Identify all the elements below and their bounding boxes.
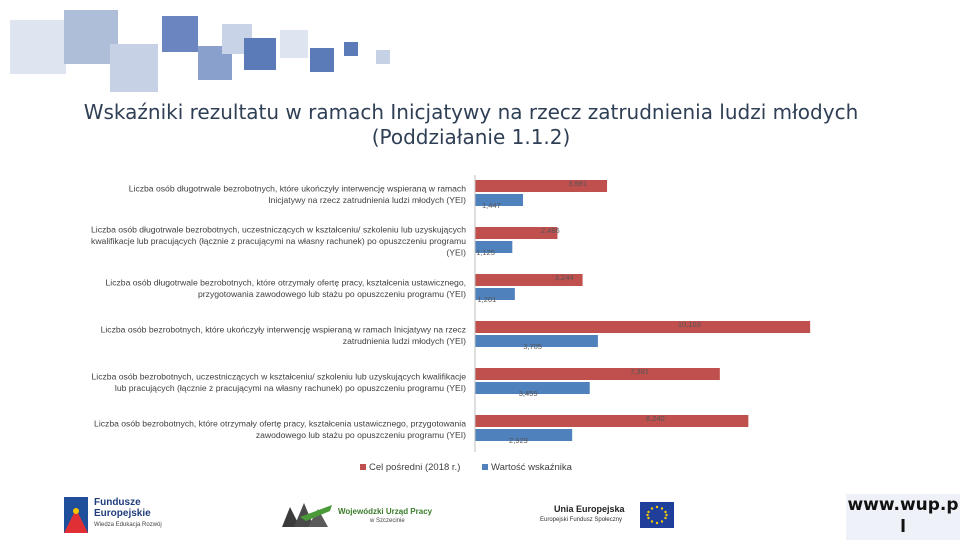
fe-line-1: Fundusze — [94, 497, 141, 508]
data-label: 2,486 — [541, 226, 560, 235]
ue-line-2: Europejski Fundusz Społeczny — [540, 517, 623, 523]
wup-line-2: w Szczecinie — [370, 518, 405, 524]
decorative-square — [376, 50, 390, 64]
decorative-square — [10, 20, 66, 74]
data-label: 3,244 — [555, 273, 574, 282]
category-label: Liczba osób długotrwale bezrobotnych, kt… — [106, 277, 466, 287]
website-line-1: www.wup.p — [847, 495, 959, 515]
category-label: lub pracujących (łącznie z pracującymi n… — [115, 383, 466, 393]
fe-mark-icon — [64, 497, 88, 533]
category-label: Liczba osób bezrobotnych, uczestniczącyc… — [92, 371, 467, 381]
legend-label: Wartość wskaźnika — [491, 462, 573, 473]
data-label: 1,447 — [482, 201, 501, 210]
value-bar — [475, 335, 598, 347]
wup-mark-icon — [282, 503, 332, 527]
eu-flag-icon — [640, 502, 674, 528]
data-label: 1,201 — [478, 295, 497, 304]
target-bar — [475, 415, 749, 427]
category-label: (YEI) — [446, 248, 466, 258]
target-bar — [475, 368, 720, 380]
value-bar — [475, 288, 515, 300]
decorative-square — [64, 10, 118, 64]
value-bar — [475, 382, 590, 394]
category-label: zatrudnienia ludzi młodych (YEI) — [343, 336, 466, 346]
decorative-square — [244, 38, 276, 70]
target-bar — [475, 227, 558, 239]
legend-swatch — [482, 464, 488, 470]
value-bar — [475, 429, 573, 441]
data-label: 8,240 — [646, 414, 665, 423]
category-label: Liczba osób bezrobotnych, które ukończył… — [101, 324, 466, 334]
ue-line-1: Unia Europejska — [554, 504, 625, 514]
target-bar — [475, 180, 608, 192]
target-bar — [475, 274, 583, 286]
data-label: 10,103 — [678, 320, 701, 329]
data-label: 7,381 — [630, 367, 649, 376]
data-label: 2,929 — [509, 436, 528, 445]
data-label: 3,459 — [519, 389, 538, 398]
value-bar — [475, 241, 513, 253]
legend-label: Cel pośredni (2018 r.) — [369, 462, 460, 473]
decorative-square — [344, 42, 358, 56]
website-link[interactable]: www.wup.p l — [846, 494, 960, 540]
fe-line-2: Europejskie — [94, 508, 151, 519]
page-title: Wskaźniki rezultatu w ramach Inicjatywy … — [60, 100, 882, 150]
category-label: Liczba osób długotrwale bezrobotnych, uc… — [91, 225, 466, 235]
decorative-square — [310, 48, 334, 72]
category-label: przygotowania zawodowego lub stażu po op… — [198, 289, 466, 299]
category-label: Liczba osób długotrwale bezrobotnych, kt… — [129, 183, 466, 193]
data-label: 3,705 — [523, 342, 542, 351]
category-label: zawodowego lub stażu po opuszczeniu prog… — [256, 430, 466, 440]
target-bar — [475, 321, 811, 333]
data-label: 3,981 — [568, 179, 587, 188]
fundusze-europejskie-logo: Fundusze Europejskie Wiedza Edukacja Roz… — [64, 495, 184, 535]
title-line-2: (Poddziałanie 1.1.2) — [371, 125, 571, 149]
title-line-1: Wskaźniki rezultatu w ramach Inicjatywy … — [83, 100, 859, 124]
wup-line-1: Wojewódzki Urząd Pracy — [338, 507, 433, 516]
legend-swatch — [360, 464, 366, 470]
fe-line-3: Wiedza Edukacja Rozwój — [94, 522, 162, 528]
decorative-square — [280, 30, 308, 58]
data-label: 1,125 — [476, 248, 495, 257]
category-label: kwalifikacje lub pracujących (łącznie z … — [91, 236, 466, 246]
decorative-square — [162, 16, 198, 52]
category-label: Liczba osób bezrobotnych, które otrzymał… — [94, 418, 466, 428]
unia-europejska-logo: Unia Europejska Europejski Fundusz Społe… — [540, 502, 680, 534]
decorative-square — [110, 44, 158, 92]
wup-logo: Wojewódzki Urząd Pracy w Szczecinie — [280, 497, 440, 533]
category-label: Inicjatywy na rzecz zatrudnienia ludzi m… — [268, 195, 466, 205]
value-bar — [475, 194, 524, 206]
website-line-2: l — [900, 517, 906, 537]
